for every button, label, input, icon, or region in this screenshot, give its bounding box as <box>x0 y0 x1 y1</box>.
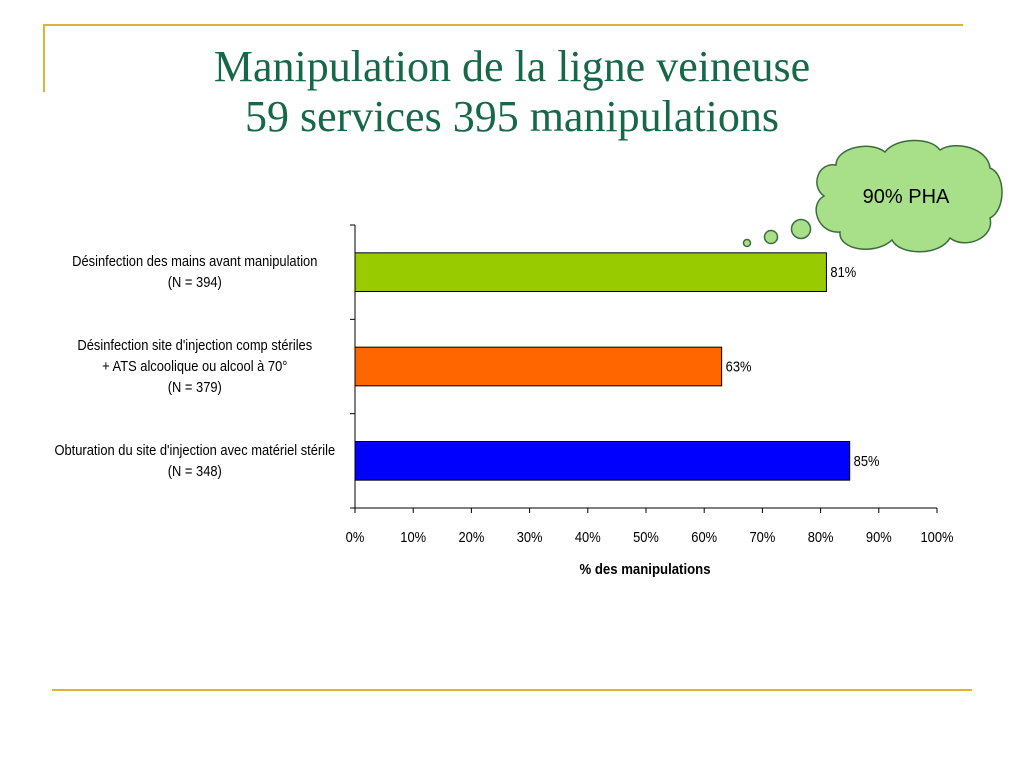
bar <box>354 252 827 293</box>
x-tick-label: 50% <box>633 528 659 545</box>
category-label-line: + ATS alcoolique ou alcool à 70° <box>102 358 288 375</box>
category-label: Désinfection site d'injection comp stéri… <box>49 335 341 398</box>
title-line-1: Manipulation de la ligne veineuse <box>213 42 811 91</box>
callout-text: 90% PHA <box>863 186 950 208</box>
x-tick-label: 20% <box>459 528 485 545</box>
slide-title: Manipulation de la ligne veineuse 59 ser… <box>0 42 1024 142</box>
thought-dot-medium <box>763 229 779 245</box>
x-tick-label: 0% <box>346 528 365 545</box>
bar-value-label: 81% <box>830 263 856 280</box>
title-line-2: 59 services 395 manipulations <box>244 92 779 141</box>
chart-bars: 81% 63% 85% <box>354 252 880 481</box>
x-tick-label: 100% <box>921 528 954 545</box>
bar <box>354 440 851 481</box>
x-tick-label: 90% <box>866 528 892 545</box>
category-label-line: Obturation du site d'injection avec maté… <box>54 441 336 459</box>
left-border-line <box>43 24 45 92</box>
x-tick-label: 10% <box>400 528 426 545</box>
top-border-line <box>43 24 963 26</box>
cloud-shape <box>815 139 1003 253</box>
x-tick-label: 80% <box>808 528 834 545</box>
thought-bubble-callout: 90% PHA <box>742 139 1003 253</box>
category-label-line: (N = 394) <box>167 274 222 292</box>
category-label-line: (N = 379) <box>167 379 222 396</box>
category-label-line: Désinfection site d'injection comp stéri… <box>77 337 313 354</box>
category-label: Obturation du site d'injection avec maté… <box>49 440 341 482</box>
x-tick-label: 30% <box>517 528 543 545</box>
bottom-border-line <box>52 689 972 691</box>
x-tick-label: 40% <box>575 528 601 545</box>
thought-dot-large <box>790 218 812 240</box>
x-tick-labels: 0% 10% 20% 30% 40% 50% 60% 70% 80% 90% 100% <box>346 528 954 545</box>
bar <box>354 346 723 387</box>
bar-value-label: 85% <box>854 452 880 469</box>
category-label-line: (N = 348) <box>167 462 222 480</box>
thought-dot-small <box>742 238 752 248</box>
x-tick-label: 70% <box>750 528 776 545</box>
x-axis-label: % des manipulations <box>579 560 710 577</box>
x-tick-label: 60% <box>691 528 717 545</box>
category-label: Désinfection des mains avant manipulatio… <box>49 251 341 293</box>
category-label-line: Désinfection des mains avant manipulatio… <box>72 253 318 271</box>
bar-value-label: 63% <box>726 358 752 375</box>
